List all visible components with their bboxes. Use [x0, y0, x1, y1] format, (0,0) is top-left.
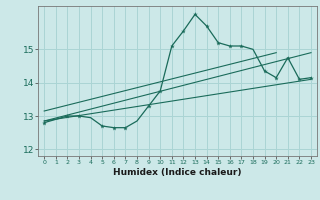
- X-axis label: Humidex (Indice chaleur): Humidex (Indice chaleur): [113, 168, 242, 177]
